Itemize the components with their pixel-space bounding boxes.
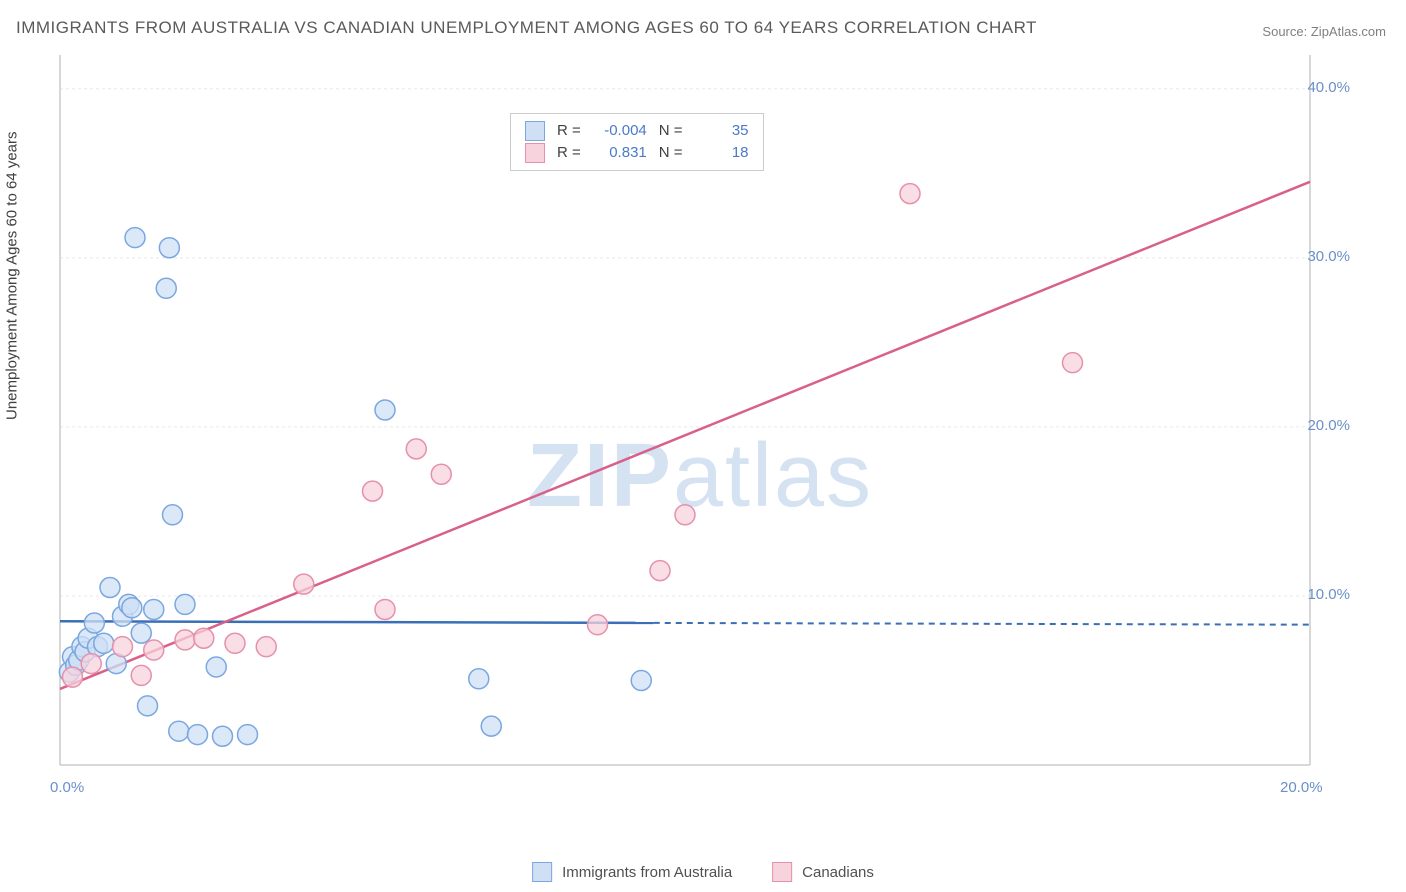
legend-label: Canadians bbox=[802, 864, 874, 881]
y-tick-label: 40.0% bbox=[1307, 79, 1350, 96]
r-value: -0.004 bbox=[593, 120, 647, 142]
r-label: R = bbox=[557, 120, 581, 142]
y-axis-label: Unemployment Among Ages 60 to 64 years bbox=[4, 131, 21, 420]
swatch-icon bbox=[525, 121, 545, 141]
x-tick-label: 20.0% bbox=[1280, 779, 1323, 796]
source-label: Source: bbox=[1262, 24, 1307, 39]
correlation-legend: R = -0.004 N = 35 R = 0.831 N = 18 bbox=[510, 113, 764, 171]
y-tick-label: 20.0% bbox=[1307, 417, 1350, 434]
legend-label: Immigrants from Australia bbox=[562, 864, 732, 881]
swatch-icon bbox=[525, 143, 545, 163]
n-value: 35 bbox=[695, 120, 749, 142]
legend-row-series-a: R = -0.004 N = 35 bbox=[525, 120, 749, 142]
n-value: 18 bbox=[695, 142, 749, 164]
chart-title: IMMIGRANTS FROM AUSTRALIA VS CANADIAN UN… bbox=[16, 18, 1037, 38]
legend-item-series-b: Canadians bbox=[772, 862, 874, 882]
series-legend: Immigrants from Australia Canadians bbox=[532, 862, 874, 882]
swatch-icon bbox=[772, 862, 792, 882]
legend-item-series-a: Immigrants from Australia bbox=[532, 862, 732, 882]
source-attribution: Source: ZipAtlas.com bbox=[1262, 24, 1386, 39]
source-link[interactable]: ZipAtlas.com bbox=[1311, 24, 1386, 39]
r-value: 0.831 bbox=[593, 142, 647, 164]
y-tick-label: 10.0% bbox=[1307, 586, 1350, 603]
x-tick-label: 0.0% bbox=[50, 779, 84, 796]
n-label: N = bbox=[659, 142, 683, 164]
swatch-icon bbox=[532, 862, 552, 882]
plot-area: ZIPatlas 10.0%20.0%30.0%40.0% 0.0%20.0% … bbox=[50, 55, 1350, 825]
n-label: N = bbox=[659, 120, 683, 142]
legend-row-series-b: R = 0.831 N = 18 bbox=[525, 142, 749, 164]
r-label: R = bbox=[557, 142, 581, 164]
y-tick-label: 30.0% bbox=[1307, 248, 1350, 265]
